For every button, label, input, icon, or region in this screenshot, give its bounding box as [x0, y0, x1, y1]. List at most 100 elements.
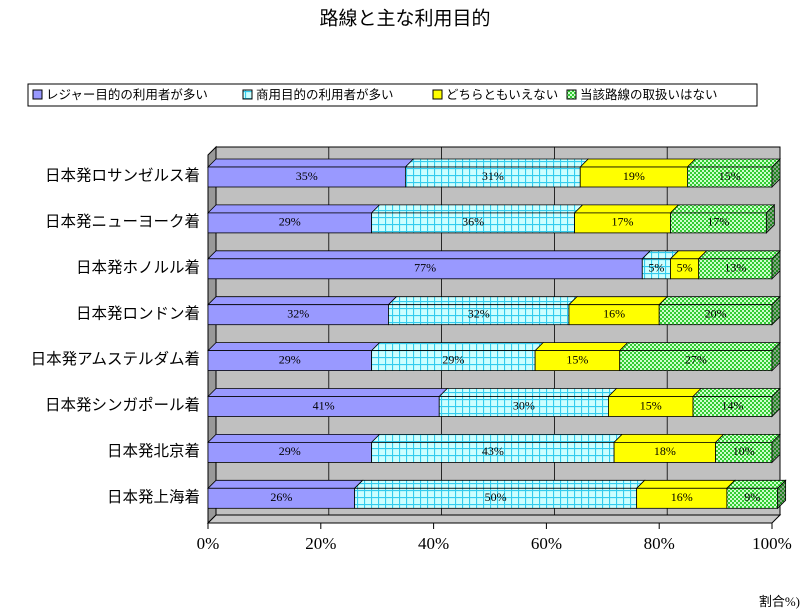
bar-end-shade [772, 296, 780, 325]
bar-end-shade [772, 250, 780, 279]
value-label: 5% [677, 261, 693, 275]
y-tick-label: 日本発ロサンゼルス着 [45, 167, 200, 185]
bar-top [207, 250, 652, 260]
x-axis-label: 割合%) [759, 594, 800, 609]
y-tick-label: 日本発アムステルダム着 [31, 350, 200, 368]
x-tick-label: 20% [305, 534, 336, 553]
bar-end [771, 158, 781, 188]
bar-top [207, 204, 381, 214]
bar-top [579, 158, 697, 168]
legend-label: 当該路線の取扱いはない [580, 87, 718, 102]
bar-top [686, 158, 781, 168]
bar-top [207, 296, 398, 306]
value-label: 13% [724, 261, 746, 275]
chart-title: 路線と主な利用目的 [319, 7, 490, 29]
bar-end-shade [772, 434, 780, 463]
bar-end-shade [772, 342, 780, 371]
legend-swatch [432, 89, 443, 100]
value-label: 29% [279, 215, 301, 229]
bar-top [207, 433, 381, 443]
bar-top [635, 479, 736, 489]
bar-end [771, 249, 781, 280]
value-label: 20% [705, 306, 727, 320]
value-label: 77% [414, 261, 436, 275]
legend-swatch [242, 89, 253, 100]
bar-end-shade [766, 204, 775, 233]
side-wall [207, 145, 217, 525]
bar-top [370, 433, 624, 443]
value-label: 27% [685, 352, 707, 366]
y-tick-label: 日本発上海着 [107, 488, 200, 506]
value-label: 26% [270, 490, 292, 504]
value-label: 29% [279, 444, 301, 458]
x-tick-label: 80% [644, 534, 675, 553]
value-label: 18% [654, 444, 676, 458]
bar-top [387, 296, 578, 306]
bar-top [370, 342, 545, 352]
bar-end [771, 433, 781, 464]
value-label: 29% [279, 352, 301, 366]
value-label: 36% [462, 215, 484, 229]
floor [206, 514, 782, 524]
bar-top [353, 479, 646, 489]
bar-top [692, 388, 781, 397]
bar-top [207, 342, 381, 352]
y-tick-label: 日本発ホノルル着 [76, 258, 200, 276]
bar-top [697, 250, 781, 260]
value-label: 15% [566, 352, 588, 366]
value-label: 31% [482, 169, 504, 183]
y-tick-label: 日本発北京着 [107, 442, 200, 460]
bar-top [207, 158, 415, 168]
x-tick-label: 0% [197, 534, 220, 553]
bar-end [771, 295, 781, 326]
bar-top [438, 388, 618, 397]
bar-top [207, 479, 364, 489]
value-label: 29% [442, 352, 464, 366]
y-tick-label: 日本発シンガポール着 [45, 396, 200, 414]
bar-top [567, 296, 669, 306]
bar-end-shade [772, 159, 780, 187]
value-label: 9% [744, 490, 760, 504]
bar-top [370, 204, 584, 214]
bar-top [607, 388, 703, 397]
value-label: 32% [468, 306, 490, 320]
value-label: 43% [482, 444, 504, 458]
value-label: 16% [603, 306, 625, 320]
bar-end [771, 387, 781, 418]
x-tick-label: 60% [531, 534, 562, 553]
value-label: 35% [296, 169, 318, 183]
value-label: 30% [513, 398, 535, 412]
legend-swatch [566, 89, 577, 100]
bar-end [771, 341, 781, 372]
value-label: 15% [719, 169, 741, 183]
value-label: 14% [722, 398, 744, 412]
legend-label: どちらともいえない [446, 88, 558, 102]
value-label: 16% [671, 490, 693, 504]
value-label: 50% [485, 490, 507, 504]
bar-top [534, 342, 629, 352]
bar-end [777, 479, 787, 510]
value-label: 17% [707, 215, 729, 229]
value-label: 15% [640, 398, 662, 412]
value-label: 41% [313, 398, 335, 412]
bar-top [714, 433, 781, 443]
y-tick-label: 日本発ニューヨーク着 [45, 212, 200, 230]
bar-top [207, 388, 449, 397]
bar-end [765, 203, 775, 234]
y-tick-label: 日本発ロンドン着 [76, 304, 200, 322]
bar-top [404, 158, 590, 168]
legend-label: レジャー目的の利用者が多い [46, 87, 208, 102]
bar-top [658, 296, 781, 306]
value-label: 5% [648, 261, 664, 275]
bar-top [725, 479, 787, 489]
legend-swatch [32, 89, 43, 100]
value-label: 17% [612, 215, 634, 229]
x-tick-label: 100% [752, 534, 792, 553]
bar-top [669, 204, 776, 214]
bar-top [613, 433, 725, 443]
bar-end-shade [772, 388, 780, 417]
bar-top [618, 342, 781, 352]
value-label: 19% [623, 169, 645, 183]
bar-end-shade [777, 480, 786, 509]
